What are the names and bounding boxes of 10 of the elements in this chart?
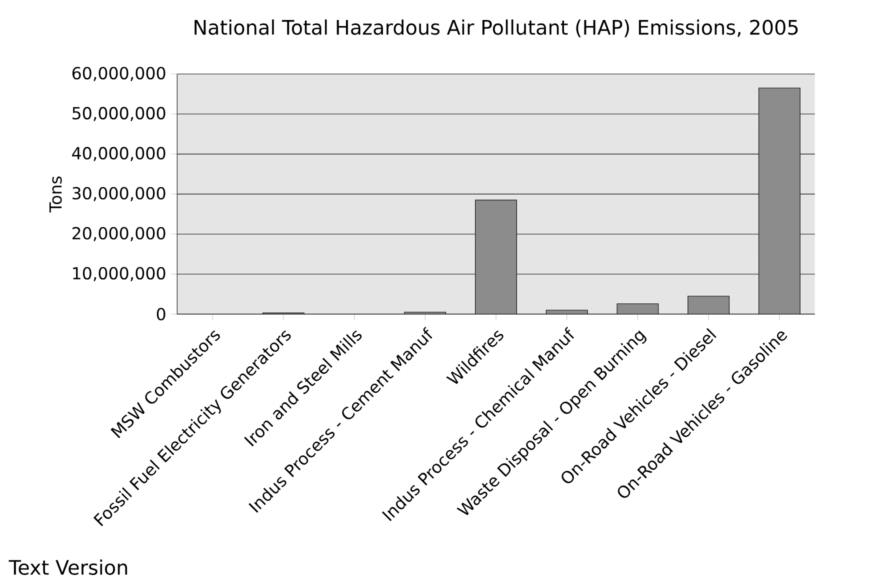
y-axis-title: Tons bbox=[49, 176, 62, 213]
y-tick-label: 0 bbox=[156, 308, 166, 321]
text: Text Version bbox=[8, 560, 128, 576]
y-tick-label: 20,000,000 bbox=[72, 227, 166, 242]
chart-title: National Total Hazardous Air Pollutant (HAP) Emissions, 2005 bbox=[194, 20, 798, 38]
y-tick-label: 50,000,000 bbox=[72, 107, 166, 122]
y-tick-label: 10,000,000 bbox=[73, 267, 166, 282]
y-tick-label: 60,000,000 bbox=[72, 66, 166, 82]
y-tick-label: 40,000,000 bbox=[72, 147, 166, 162]
y-tick-label: 30,000,000 bbox=[72, 187, 166, 202]
